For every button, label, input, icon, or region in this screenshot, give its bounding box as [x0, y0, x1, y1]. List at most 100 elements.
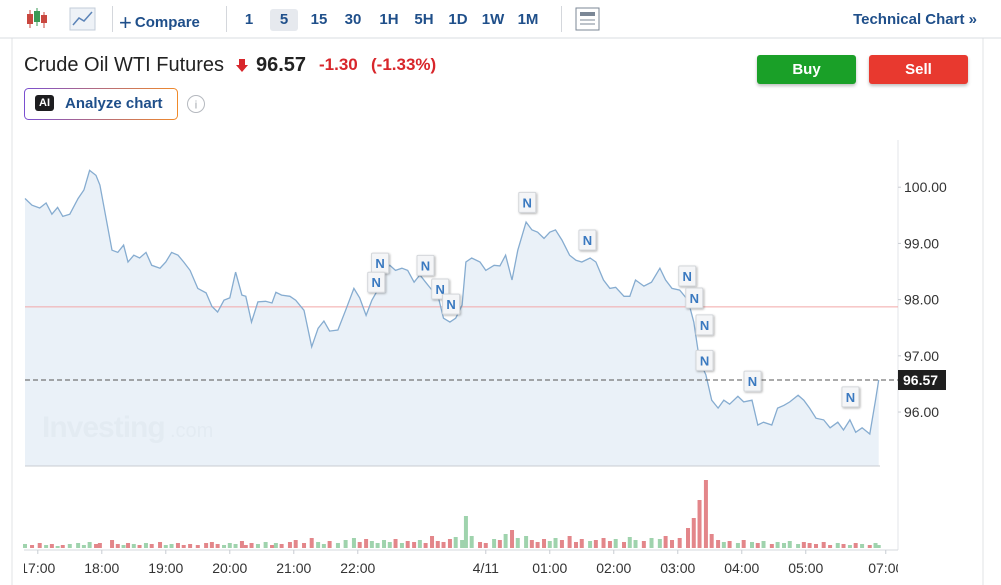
- volume-bar: [387, 542, 392, 548]
- volume-bar: [126, 543, 131, 548]
- news-marker[interactable]: [685, 287, 704, 309]
- volume-bar: [227, 543, 232, 548]
- volume-bar: [149, 544, 154, 548]
- volume-bar: [169, 544, 174, 548]
- technical-chart-link[interactable]: Technical Chart »: [853, 11, 977, 28]
- volume-bar: [393, 539, 398, 548]
- volume-bar: [121, 545, 126, 548]
- volume-bar: [657, 539, 662, 548]
- news-marker[interactable]: [678, 265, 697, 287]
- volume-bar: [547, 541, 552, 548]
- volume-bar: [697, 500, 702, 548]
- volume-bar: [357, 542, 362, 548]
- volume-bar: [801, 542, 806, 548]
- x-tick-label: 19:00: [148, 560, 183, 576]
- volume-bar: [417, 540, 422, 548]
- volume-bar: [663, 536, 668, 548]
- volume-bar: [835, 543, 840, 548]
- volume-bar: [478, 542, 483, 548]
- volume-bar: [188, 544, 193, 548]
- volume-bar: [588, 541, 593, 548]
- volume-bar: [239, 541, 244, 548]
- news-marker[interactable]: [367, 271, 386, 293]
- news-marker-label: N: [748, 374, 757, 389]
- news-marker[interactable]: [695, 349, 714, 371]
- interval-button[interactable]: 1W: [481, 11, 505, 28]
- volume-bar: [814, 544, 819, 548]
- volume-bar: [515, 538, 520, 548]
- interval-button[interactable]: 30: [344, 11, 362, 28]
- volume-bar: [263, 542, 268, 548]
- volume-bar: [847, 545, 852, 548]
- volume-bar: [492, 539, 497, 548]
- volume-bar: [876, 545, 881, 548]
- news-marker[interactable]: [442, 293, 461, 315]
- volume-bar: [309, 538, 314, 548]
- volume-bar: [369, 541, 374, 548]
- interval-button[interactable]: 5H: [414, 11, 434, 28]
- volume-bar: [215, 544, 220, 548]
- volume-bar: [399, 543, 404, 548]
- volume-bar: [316, 542, 321, 548]
- volume-bar: [574, 542, 579, 548]
- volume-bar: [23, 544, 27, 548]
- news-marker[interactable]: [695, 314, 714, 336]
- volume-bar: [97, 543, 102, 548]
- separator: [561, 6, 562, 32]
- volume-bar: [412, 542, 417, 548]
- x-tick-label: 4/11: [473, 560, 499, 576]
- compare-button[interactable]: + Compare: [119, 10, 200, 35]
- volume-bar: [579, 539, 584, 548]
- volume-bar: [782, 543, 787, 548]
- interval-button[interactable]: 5: [270, 9, 298, 31]
- interval-button[interactable]: 1H: [379, 11, 399, 28]
- volume-bar: [524, 536, 529, 548]
- volume-bar: [181, 545, 186, 548]
- buy-button[interactable]: Buy: [757, 55, 856, 84]
- volume-bar: [287, 542, 292, 548]
- volume-bar: [435, 541, 440, 548]
- volume-bar: [44, 545, 49, 548]
- separator: [226, 6, 227, 32]
- layout-icon[interactable]: [575, 7, 600, 31]
- volume-bar: [601, 538, 606, 548]
- volume-bar: [364, 539, 369, 548]
- volume-bar: [441, 542, 446, 548]
- info-icon[interactable]: [187, 95, 205, 113]
- candle-icon[interactable]: [27, 8, 47, 28]
- interval-button[interactable]: 1M: [517, 11, 539, 28]
- interval-button[interactable]: 1: [244, 11, 254, 28]
- news-marker[interactable]: [841, 386, 860, 408]
- separator: [112, 6, 113, 32]
- analyze-button[interactable]: [24, 88, 178, 120]
- x-tick-label: 22:00: [340, 560, 375, 576]
- volume-bar: [607, 541, 612, 548]
- news-marker[interactable]: [416, 254, 435, 276]
- volume-bar: [94, 544, 99, 548]
- volume-bar: [670, 540, 675, 548]
- volume-bar: [327, 541, 332, 548]
- x-tick-label: 01:00: [532, 560, 567, 576]
- volume-bar: [703, 480, 708, 548]
- volume-bar: [209, 542, 214, 548]
- sell-button[interactable]: Sell: [869, 55, 968, 84]
- news-marker-label: N: [700, 353, 709, 368]
- volume-bar: [727, 541, 732, 548]
- y-tick-label: 96.00: [904, 404, 939, 420]
- news-marker[interactable]: [578, 229, 597, 251]
- volume-bar: [622, 542, 627, 548]
- line-icon[interactable]: [69, 7, 96, 31]
- volume-bar: [741, 540, 746, 548]
- volume-bar: [270, 545, 275, 548]
- last-price-label: 96.57: [903, 372, 938, 388]
- news-marker-label: N: [446, 297, 455, 312]
- volume-bar: [131, 544, 136, 548]
- news-marker[interactable]: [518, 191, 537, 213]
- interval-button[interactable]: 15: [310, 11, 328, 28]
- volume-bar: [55, 546, 60, 548]
- news-marker[interactable]: [743, 370, 762, 392]
- news-marker-label: N: [523, 195, 532, 210]
- volume-bar: [110, 540, 115, 548]
- interval-button[interactable]: 1D: [448, 11, 468, 28]
